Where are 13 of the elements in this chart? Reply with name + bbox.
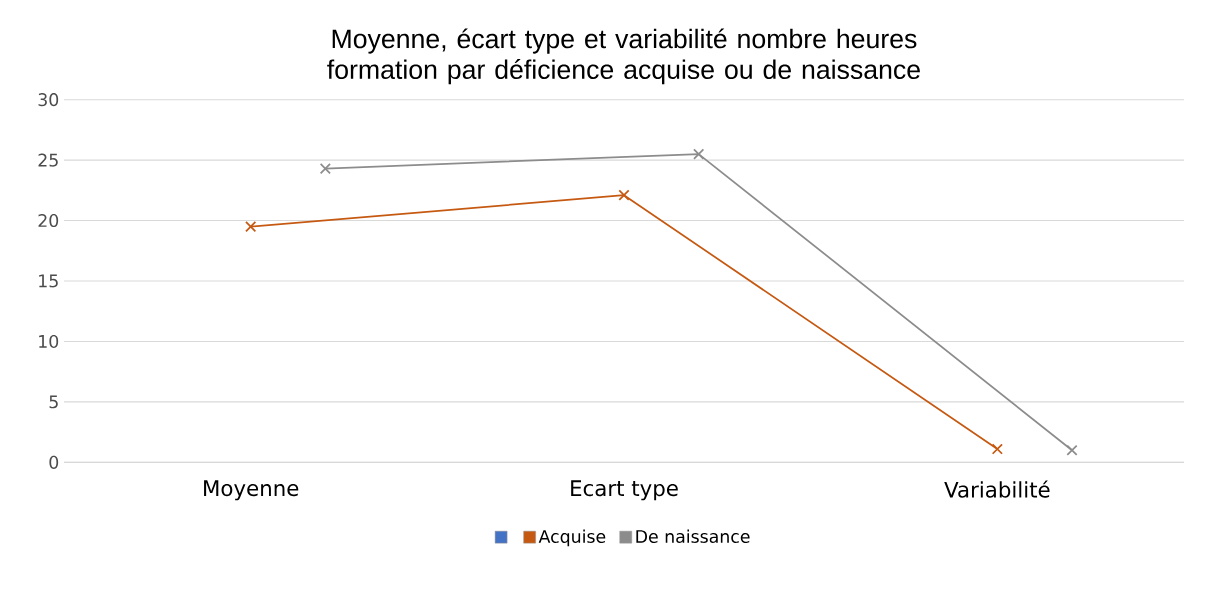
y-tick-label: 0 (49, 455, 59, 469)
x-tick-label: Variabilité (944, 480, 1050, 498)
y-tick-label: 10 (39, 334, 59, 349)
legend-label: De naissance (636, 529, 750, 544)
x-tick-label: Ecart type (571, 480, 678, 501)
y-tick-label: 15 (39, 274, 58, 288)
chart-title: Moyenne, écart type et variabilité nombre heures formation par déficience acquise ou de naissance (327, 28, 920, 85)
y-tick-label: 25 (38, 153, 58, 167)
y-tick-label: 20 (38, 214, 59, 228)
x-tick-label: Moyenne (204, 480, 299, 501)
y-tick-label: 5 (49, 395, 58, 409)
y-tick-label: 30 (38, 93, 59, 107)
legend-label: Acquise (538, 529, 606, 547)
